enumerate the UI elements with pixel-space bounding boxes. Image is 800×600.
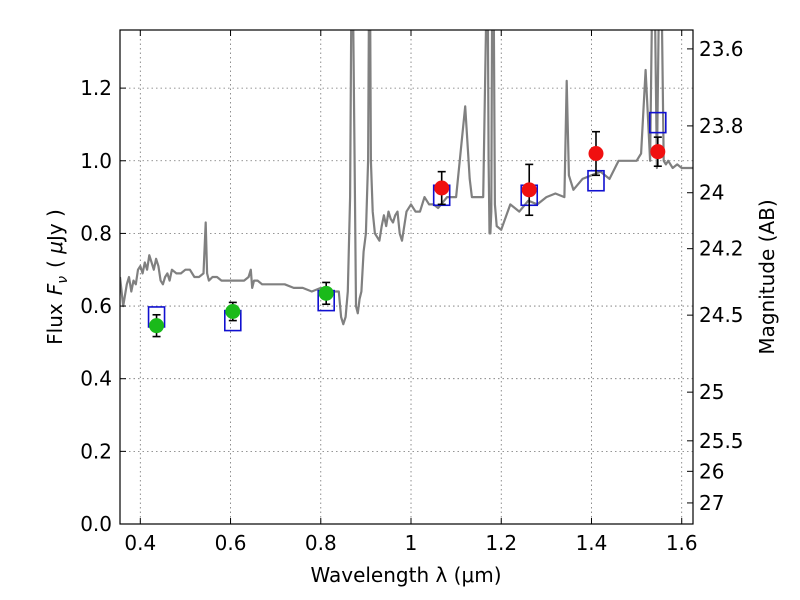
y-axis-title: Flux Fν ( μJy )	[43, 209, 71, 345]
right-tick-label: 23.8	[699, 114, 744, 138]
right-tick-label: 24.5	[699, 303, 744, 327]
y-axis-title-flux: Flux	[43, 303, 67, 345]
plot-frame	[119, 29, 694, 525]
red-data-point	[434, 180, 450, 196]
y-axis-title-unit-open: (	[43, 254, 67, 268]
y-axis-title-subscript: ν	[55, 276, 71, 284]
x-tick-label: 1	[405, 531, 418, 555]
right-tick-label: 27	[699, 491, 724, 515]
green-data-point	[225, 304, 241, 320]
y-tick-label: 0.6	[80, 294, 112, 318]
y-tick-label: 1.0	[80, 149, 112, 173]
y-tick-label: 0.4	[80, 367, 112, 391]
model-photometry-square	[649, 111, 667, 134]
y-axis-title-unit-mu: μ	[43, 241, 67, 255]
model-spectrum-line	[120, 30, 693, 326]
right-tick-label: 24.2	[699, 237, 744, 261]
x-tick-label: 1.4	[576, 531, 608, 555]
spectrum-path	[120, 30, 693, 326]
x-tick-label: 1.2	[485, 531, 517, 555]
green-data-point	[318, 285, 334, 301]
y-tick-label: 1.2	[80, 76, 112, 100]
x-tick-label: 1.6	[666, 531, 698, 555]
right-tick-label: 26	[699, 459, 724, 483]
right-tick-label: 23.6	[699, 37, 744, 61]
green-data-point	[149, 318, 165, 334]
axis-ticks: 0.4 0.6 0.8 1 1.2 1.4 1.6 0.0 0.2 0.4 0.6 0.8 1.0 1.2…	[80, 30, 744, 555]
right-tick-label: 24	[699, 181, 724, 205]
red-data-point	[588, 146, 604, 161]
red-data-point	[650, 144, 666, 160]
x-tick-label: 0.6	[215, 531, 247, 555]
y-axis-title-unit-rest: Jy )	[43, 209, 67, 243]
x-tick-label: 0.4	[124, 531, 156, 555]
x-tick-label: 0.8	[305, 531, 337, 555]
y-tick-label: 0.2	[80, 439, 112, 463]
y-tick-label: 0.0	[80, 512, 112, 536]
data-points	[147, 111, 667, 338]
right-tick-label: 25	[699, 380, 724, 404]
y-axis-title-symbol: F	[43, 283, 67, 295]
right-tick-label: 25.5	[699, 429, 744, 453]
y-tick-label: 0.8	[80, 221, 112, 245]
grid	[120, 30, 693, 525]
x-axis-title: Wavelength λ (μm)	[310, 563, 501, 587]
red-data-point	[521, 182, 537, 198]
right-axis-title: Magnitude (AB)	[755, 199, 779, 354]
